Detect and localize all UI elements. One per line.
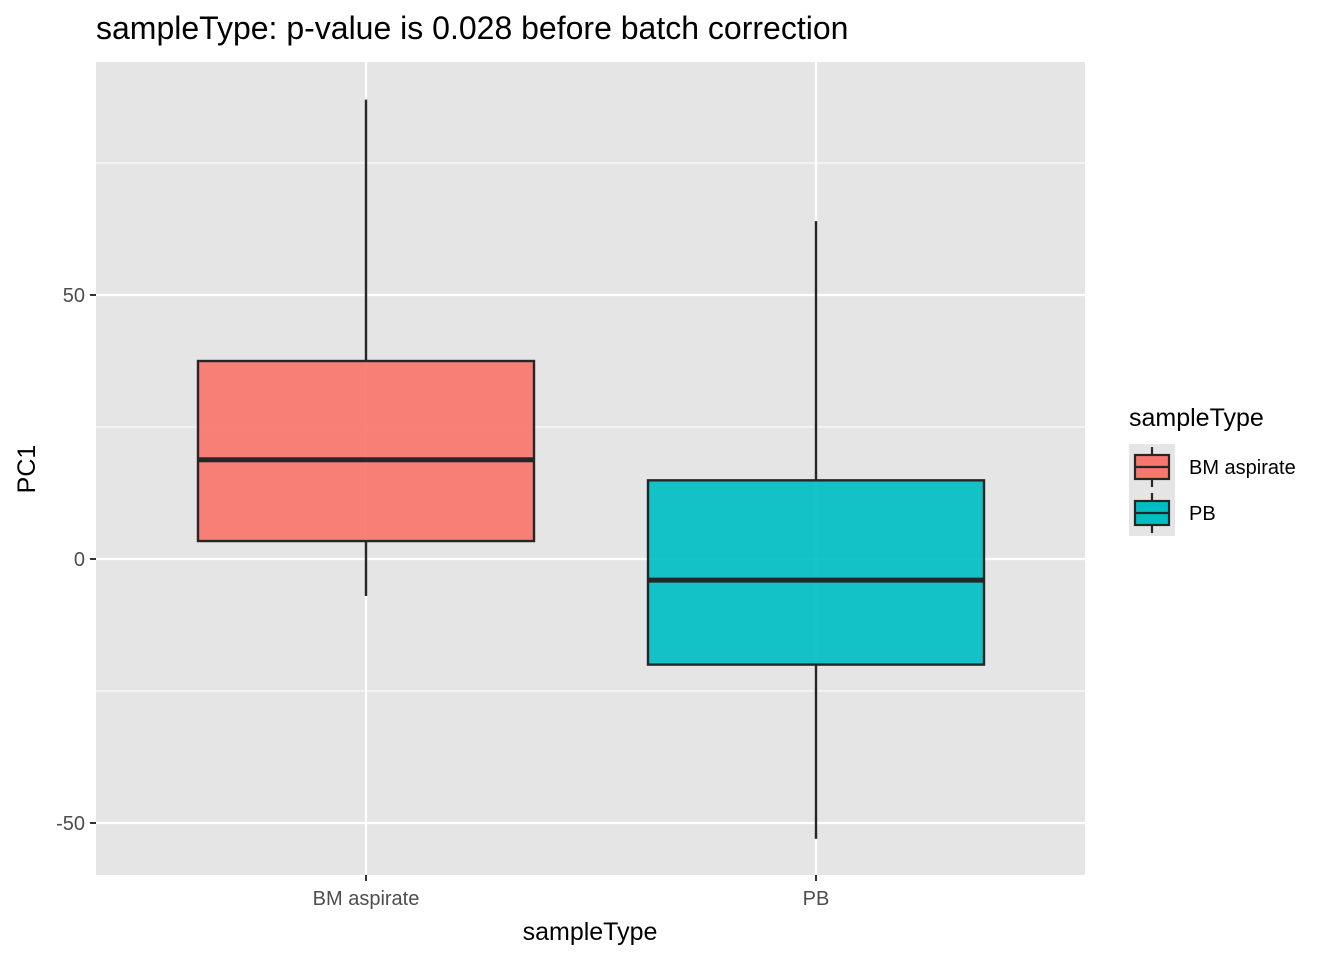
y-tick-label: 0 [74,549,85,571]
legend-title: sampleType [1129,404,1264,432]
box-1 [196,99,536,596]
legend: sampleType BM aspirate PB [1129,404,1296,536]
box-rect [646,479,986,666]
x-tick-label: BM aspirate [313,888,420,910]
boxplot-group [196,99,986,839]
y-tick-label: -50 [56,813,85,835]
box-2 [646,221,986,839]
x-axis: BM aspirate PB [313,875,830,910]
legend-item: BM aspirate [1129,444,1296,490]
legend-item: PB [1129,490,1216,536]
y-axis-title: PC1 [13,445,41,494]
chart-title: sampleType: p-value is 0.028 before batc… [96,10,848,46]
legend-label: PB [1189,503,1216,525]
y-tick-label: 50 [63,285,85,307]
x-tick-label: PB [803,888,830,910]
legend-label: BM aspirate [1189,457,1296,479]
x-axis-title: sampleType [523,918,658,946]
box-rect [196,359,536,543]
y-axis: -50 0 50 [56,285,96,835]
